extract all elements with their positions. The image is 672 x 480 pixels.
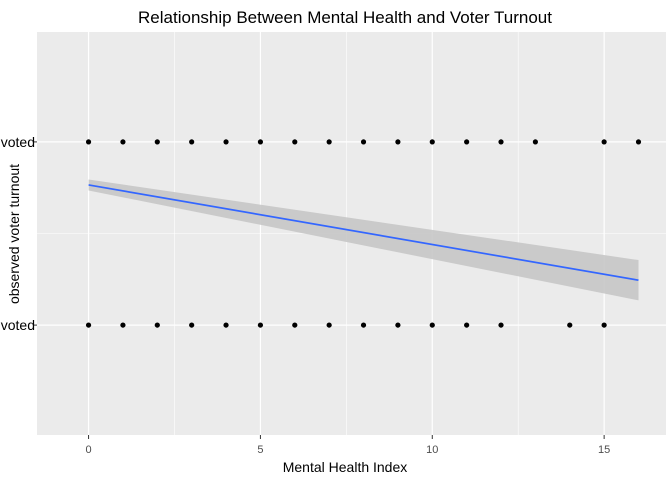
y-tick-label: voted xyxy=(1,134,35,150)
x-tick-label: 15 xyxy=(598,444,610,456)
data-point xyxy=(85,139,92,145)
data-point xyxy=(395,139,401,145)
data-point xyxy=(189,139,195,145)
data-point xyxy=(189,322,195,328)
chart-title: Relationship Between Mental Health and V… xyxy=(138,8,552,27)
data-point xyxy=(257,139,264,145)
data-point xyxy=(601,322,607,328)
x-axis-ticks: 0 5 10 15 xyxy=(85,435,610,456)
data-point xyxy=(601,139,607,145)
data-point xyxy=(154,322,160,328)
data-point xyxy=(429,322,435,328)
confidence-band xyxy=(88,179,639,301)
y-tick-label: not voted xyxy=(0,317,35,333)
data-point xyxy=(326,322,332,328)
data-point xyxy=(120,322,126,328)
data-point xyxy=(498,322,504,328)
data-point xyxy=(532,139,538,145)
data-point xyxy=(567,322,573,328)
data-point xyxy=(429,139,435,145)
data-point xyxy=(464,322,470,328)
data-point xyxy=(395,322,401,328)
y-axis-title: observed voter turnout xyxy=(6,164,22,304)
data-point xyxy=(257,322,264,328)
major-gridlines xyxy=(37,32,666,435)
data-point xyxy=(464,139,470,145)
data-point xyxy=(635,139,642,145)
data-point xyxy=(292,322,298,328)
data-point xyxy=(85,322,92,328)
fit-line xyxy=(88,184,639,282)
y-axis-ticks: not voted voted xyxy=(0,134,37,333)
data-point xyxy=(223,322,229,328)
data-point xyxy=(360,322,367,328)
x-axis-title: Mental Health Index xyxy=(283,459,408,475)
x-tick-label: 5 xyxy=(257,444,263,456)
data-point xyxy=(498,139,504,145)
x-tick-label: 0 xyxy=(85,444,91,456)
data-point xyxy=(360,139,367,145)
data-point xyxy=(292,139,298,145)
data-point xyxy=(326,139,332,145)
data-point xyxy=(223,139,229,145)
data-point xyxy=(154,139,160,145)
data-point xyxy=(120,139,126,145)
data-points xyxy=(85,139,642,328)
x-tick-label: 10 xyxy=(426,444,438,456)
